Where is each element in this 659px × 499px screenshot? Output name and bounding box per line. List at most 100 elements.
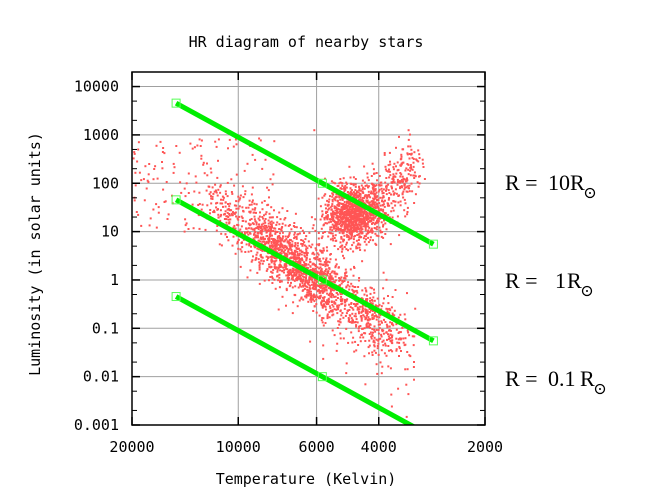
star-point xyxy=(370,229,373,232)
star-point xyxy=(399,172,402,174)
star-point xyxy=(387,170,390,173)
star-point xyxy=(374,197,377,200)
star-point xyxy=(296,233,299,236)
star-point xyxy=(348,165,351,168)
star-point xyxy=(402,177,405,180)
star-point xyxy=(353,192,356,195)
star-point xyxy=(340,276,343,279)
star-point xyxy=(325,263,328,266)
star-point xyxy=(396,169,399,172)
star-point xyxy=(261,208,264,211)
star-point xyxy=(229,202,232,205)
star-point xyxy=(366,176,369,179)
star-point xyxy=(319,260,322,263)
star-point xyxy=(335,263,338,266)
star-point xyxy=(375,191,378,194)
star-point xyxy=(405,383,408,386)
star-point xyxy=(349,216,352,219)
star-point xyxy=(404,169,407,172)
star-point xyxy=(371,310,374,312)
radius-line xyxy=(174,197,435,344)
star-point xyxy=(388,349,390,352)
star-point xyxy=(374,351,377,354)
star-point xyxy=(372,340,375,343)
star-point xyxy=(334,266,337,269)
star-point xyxy=(407,138,410,141)
star-point xyxy=(378,226,381,229)
star-point xyxy=(200,157,203,160)
star-point xyxy=(356,230,358,233)
star-point xyxy=(259,232,262,235)
star-point xyxy=(354,290,357,293)
star-point xyxy=(290,245,293,247)
star-point xyxy=(206,162,208,165)
star-point xyxy=(291,312,294,315)
star-point xyxy=(368,339,371,342)
star-point xyxy=(350,331,353,334)
star-point xyxy=(318,295,321,298)
star-point xyxy=(265,211,268,214)
star-point xyxy=(409,174,412,177)
star-point xyxy=(344,207,347,210)
star-point xyxy=(295,257,298,259)
star-point xyxy=(315,280,318,283)
star-point xyxy=(257,239,260,242)
star-point xyxy=(321,306,324,309)
star-point xyxy=(209,209,212,211)
star-point xyxy=(270,242,273,245)
star-point xyxy=(344,314,347,317)
star-point xyxy=(367,218,370,221)
star-point xyxy=(290,256,293,259)
star-point xyxy=(355,289,358,292)
star-point xyxy=(291,276,294,279)
star-point xyxy=(187,228,190,230)
radius-line-marker xyxy=(317,275,327,285)
star-point xyxy=(418,182,421,185)
star-point xyxy=(406,177,408,180)
star-point xyxy=(313,268,316,271)
star-point xyxy=(351,319,354,322)
star-point xyxy=(389,160,391,163)
star-point xyxy=(308,281,311,284)
star-point xyxy=(390,306,393,309)
star-point xyxy=(332,218,335,220)
star-point xyxy=(323,231,326,233)
star-point xyxy=(356,225,359,227)
star-point xyxy=(233,184,236,187)
star-point xyxy=(144,165,147,168)
star-point xyxy=(133,199,136,202)
star-point xyxy=(331,223,334,226)
star-point xyxy=(401,193,404,196)
star-point xyxy=(357,219,360,222)
star-point xyxy=(194,175,197,178)
star-point xyxy=(323,216,326,219)
star-point xyxy=(406,368,409,371)
star-point xyxy=(263,238,266,241)
star-point xyxy=(301,243,304,245)
star-point xyxy=(373,203,375,206)
star-point xyxy=(226,195,229,198)
radius-line-marker xyxy=(428,336,438,346)
star-point xyxy=(268,212,271,215)
x-tick-label: 6000 xyxy=(299,438,335,456)
radius-line xyxy=(174,100,435,247)
star-point xyxy=(368,194,371,197)
star-point xyxy=(343,307,346,310)
star-point xyxy=(354,189,357,192)
star-point xyxy=(374,188,377,191)
star-point xyxy=(368,352,370,355)
star-point xyxy=(270,247,273,250)
star-point xyxy=(199,145,202,147)
star-point xyxy=(397,180,399,183)
star-point xyxy=(240,250,243,253)
star-point xyxy=(387,213,390,216)
star-point xyxy=(347,228,350,231)
star-point xyxy=(347,320,350,323)
star-point xyxy=(358,212,361,215)
star-point xyxy=(241,219,244,222)
star-point xyxy=(331,232,334,235)
star-point xyxy=(240,215,243,218)
star-point xyxy=(361,210,364,213)
star-point xyxy=(404,337,407,340)
star-point xyxy=(360,226,363,229)
